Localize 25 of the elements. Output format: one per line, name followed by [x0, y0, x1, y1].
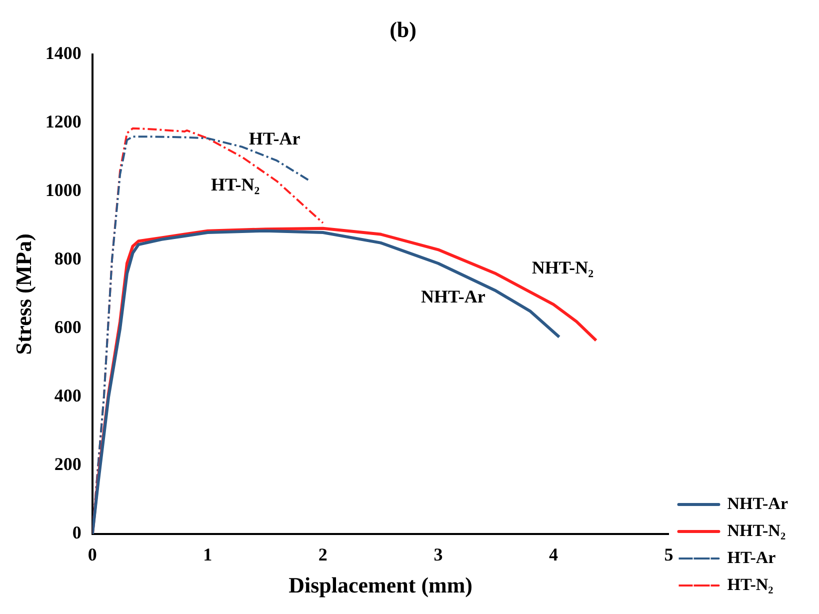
legend-label: NHT-Ar — [727, 494, 788, 513]
y-tick-label: 0 — [72, 522, 82, 543]
legend-label: HT-Ar — [727, 548, 776, 567]
legend-label: NHT-N₂ — [727, 520, 786, 540]
x-axis-title: Displacement (mm) — [288, 572, 473, 598]
x-tick-label: 5 — [664, 544, 674, 564]
y-tick-label: 1400 — [45, 43, 82, 64]
y-tick-label: 200 — [54, 454, 82, 474]
y-tick-label: 1000 — [45, 180, 82, 200]
chart-title: (b) — [390, 16, 416, 42]
x-tick-label: 0 — [88, 544, 97, 564]
annotation: HT-Ar — [248, 128, 300, 149]
y-axis-title: Stress (MPa) — [10, 234, 36, 355]
annotation: NHT-N₂ — [532, 258, 594, 278]
legend-label: HT-N₂ — [727, 574, 774, 594]
annotation: HT-N₂ — [210, 174, 260, 194]
y-tick-label: 800 — [54, 248, 82, 269]
y-tick-label: 1200 — [45, 112, 82, 132]
x-tick-label: 1 — [203, 544, 212, 564]
x-tick-label: 2 — [318, 544, 328, 564]
annotation: NHT-Ar — [421, 286, 486, 307]
y-tick-label: 600 — [54, 317, 82, 338]
x-tick-label: 3 — [434, 544, 443, 564]
y-tick-label: 400 — [54, 386, 82, 406]
x-tick-label: 4 — [548, 544, 558, 564]
